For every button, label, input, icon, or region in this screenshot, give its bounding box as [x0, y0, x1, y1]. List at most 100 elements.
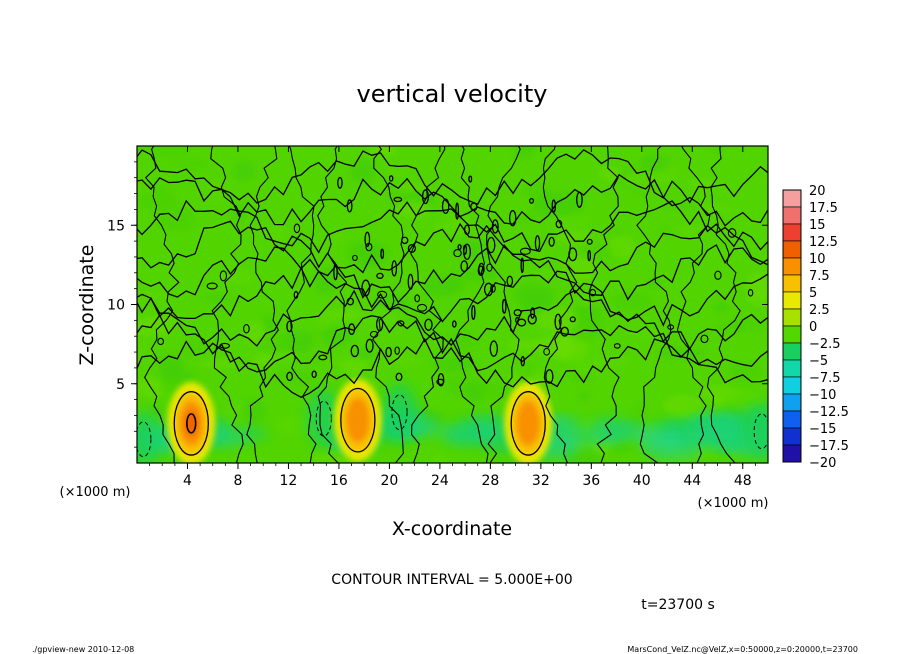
small-cell: [527, 313, 537, 325]
small-cell: [348, 323, 356, 335]
small-cell: [407, 243, 417, 253]
texture-blob: [137, 146, 154, 152]
texture-blob: [610, 292, 654, 312]
downdraft-contour: [391, 394, 408, 431]
x-tick-label: 4: [183, 473, 192, 489]
colorbar-swatch: [782, 325, 802, 344]
plume-fill: [516, 401, 540, 446]
texture-blob: [209, 179, 236, 187]
small-cell: [543, 347, 551, 356]
texture-blob: [138, 190, 178, 212]
small-cell: [377, 290, 388, 299]
plume-fill: [346, 398, 370, 443]
small-cell: [157, 337, 165, 346]
colorbar-label: −17.5: [809, 439, 849, 454]
low-level-patch: [588, 416, 635, 442]
colorbar-label: −20: [809, 456, 836, 471]
small-cell: [364, 231, 371, 247]
plumes: [167, 378, 553, 463]
texture-blob: [444, 375, 470, 397]
colorbar-label: 15: [809, 218, 826, 233]
small-cell: [548, 236, 555, 247]
small-cell: [714, 270, 722, 280]
small-cell: [569, 316, 576, 323]
small-cell: [463, 224, 471, 236]
small-cell: [576, 191, 583, 208]
small-cell: [243, 323, 250, 334]
small-cell: [551, 199, 556, 213]
zero-contour: [486, 146, 521, 463]
texture-blob: [511, 146, 535, 159]
small-cell: [380, 248, 385, 260]
footer-left: ./gpview-new 2010-12-08: [32, 645, 134, 654]
texture-blob: [177, 160, 209, 169]
downdraft: [381, 383, 418, 441]
texture-blob: [329, 309, 364, 320]
small-cell: [545, 369, 554, 384]
texture-blob: [711, 322, 747, 332]
small-cell: [318, 354, 328, 361]
small-cell: [219, 342, 230, 349]
small-cell: [568, 247, 578, 262]
small-cell: [286, 371, 294, 382]
texture-blob: [614, 443, 630, 454]
x-axis: 4 8 12 16 20 24 28 32 36 40 44 48: [149, 146, 756, 489]
colorbar-label: 17.5: [809, 201, 838, 216]
y-axis: 5 10 15: [107, 161, 768, 448]
texture-blob: [313, 457, 328, 463]
small-cell: [483, 282, 494, 297]
texture-blob: [354, 348, 376, 359]
texture-blob: [313, 269, 337, 295]
y-tick-label: 5: [116, 377, 125, 393]
small-cell: [470, 202, 478, 212]
colorbar-swatch: [782, 410, 802, 429]
zero-contour: [286, 146, 317, 463]
colorbar-label: −15: [809, 422, 836, 437]
x-tick-label: 32: [532, 473, 550, 489]
small-cell: [554, 313, 562, 331]
small-cell: [385, 346, 392, 358]
colorbar-label: 10: [809, 252, 826, 267]
texture-blob: [383, 352, 424, 367]
texture-blob: [576, 357, 591, 378]
colorbar-label: 7.5: [809, 269, 830, 284]
small-cell: [519, 247, 531, 255]
texture-blob: [361, 308, 401, 325]
small-cell: [376, 272, 384, 279]
zero-contour: [144, 146, 180, 463]
texture-blob: [554, 230, 593, 243]
x-tick-label: 48: [734, 473, 752, 489]
x-tick-label: 28: [481, 473, 499, 489]
small-cell: [407, 273, 414, 290]
small-cell: [589, 288, 597, 297]
small-cell: [346, 297, 355, 306]
small-cell: [365, 242, 373, 252]
texture-blob: [443, 330, 481, 351]
downdrafts: [137, 383, 768, 463]
small-cell: [455, 202, 460, 220]
colorbar-label: −5: [809, 354, 828, 369]
x-tick-label: 8: [233, 473, 242, 489]
small-cell: [414, 294, 421, 303]
colorbar: 20 17.5 15 12.5 10 7.5 5 2.5 0 −2.5 −5 −7.5 −10 −12.5…: [782, 184, 849, 471]
colorbar-swatch: [782, 206, 802, 225]
colorbar-swatch: [782, 444, 802, 463]
plume-contour: [510, 391, 546, 456]
colorbar-label: −7.5: [809, 371, 841, 386]
colorbar-label: 12.5: [809, 235, 838, 250]
texture-blob: [673, 395, 693, 413]
texture-blob: [698, 204, 735, 214]
small-cell: [489, 340, 499, 357]
small-cell: [586, 238, 593, 245]
small-cell: [416, 303, 428, 312]
colorbar-swatch: [782, 257, 802, 276]
small-cell: [462, 244, 468, 255]
small-cell: [401, 236, 409, 245]
downdraft: [137, 410, 161, 463]
texture-blob: [598, 166, 622, 181]
texture-blob: [640, 153, 669, 172]
small-cell: [520, 356, 526, 367]
zero-contour: [706, 146, 741, 463]
texture-blob: [726, 391, 763, 409]
